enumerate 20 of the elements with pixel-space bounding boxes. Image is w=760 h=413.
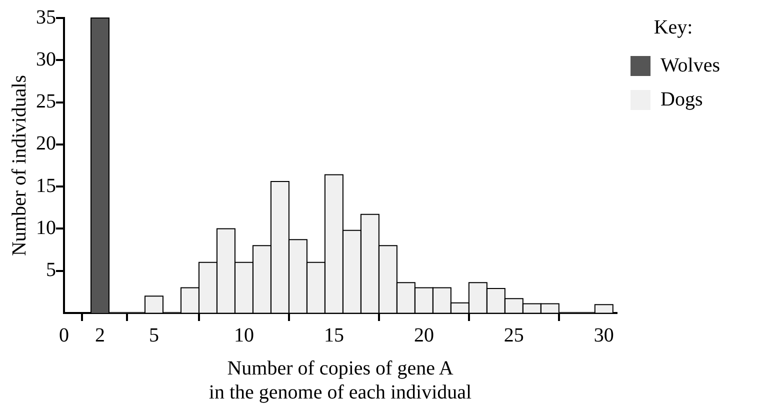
x-axis-title: Number of copies of gene A in the genome of each individual: [208, 357, 472, 404]
x-tick-label: 30: [594, 324, 614, 346]
x-tick-label: 10: [234, 324, 254, 346]
x-tick-label: 5: [148, 324, 159, 346]
legend-label: Dogs: [660, 88, 703, 110]
legend-label: Wolves: [660, 54, 720, 76]
x-tick-label: 0: [59, 324, 69, 346]
y-tick-label: 15: [36, 174, 56, 197]
legend-title: Key:: [654, 16, 693, 38]
x-tick-label: 25: [504, 324, 524, 346]
y-axis-title: Number of individuals: [8, 74, 30, 256]
y-tick-label: 10: [36, 216, 56, 239]
x-tick-label: 20: [414, 324, 434, 346]
y-tick-label: 35: [36, 6, 56, 28]
x-tick-label: 15: [324, 324, 344, 346]
y-tick-label: 5: [46, 259, 56, 282]
y-tick-label: 25: [36, 90, 56, 113]
x-tick-label: 2: [94, 324, 105, 346]
y-tick-label: 20: [36, 132, 56, 155]
y-tick-label: 30: [36, 48, 56, 70]
